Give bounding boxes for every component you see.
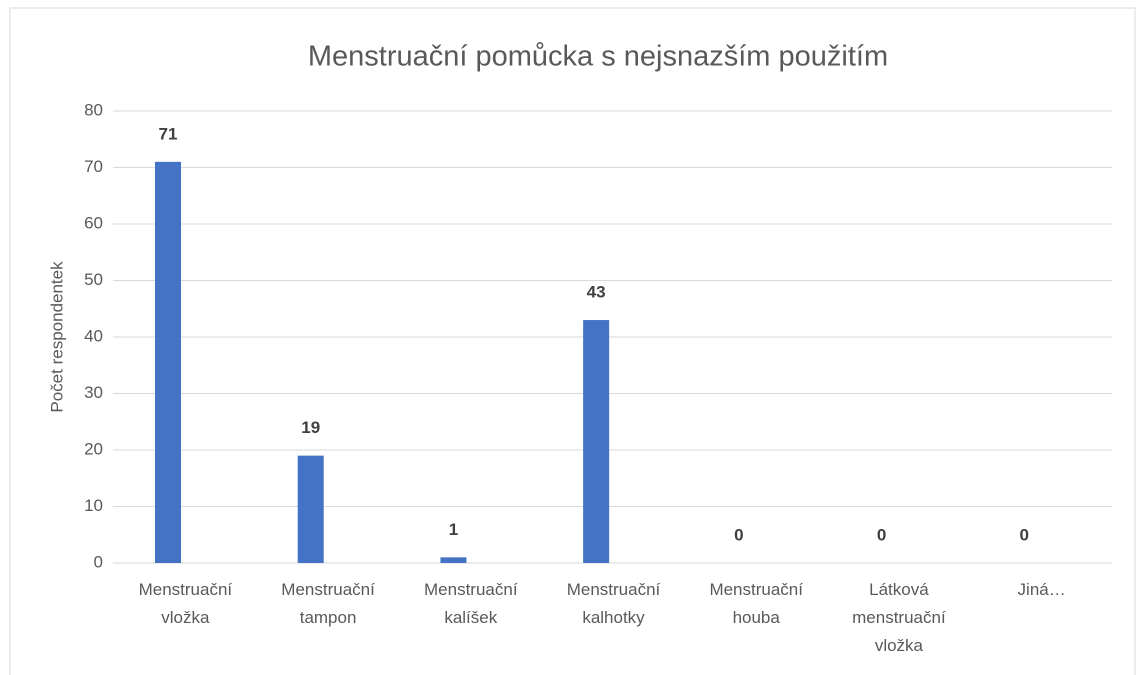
data-label: 0 xyxy=(877,525,886,544)
x-tick-label: Jiná… xyxy=(1018,580,1066,599)
x-tick-label: Menstruační kalíšek xyxy=(424,580,518,627)
bar xyxy=(583,320,610,563)
x-tick-label: Látková menstruační vložka xyxy=(852,580,946,655)
x-tick-label: Menstruační kalhotky xyxy=(567,580,661,627)
bar xyxy=(440,557,467,563)
y-tick-label: 30 xyxy=(84,383,103,402)
bar xyxy=(155,161,181,563)
data-label: 1 xyxy=(449,520,458,539)
y-tick-label: 50 xyxy=(84,270,103,289)
data-label: 0 xyxy=(734,525,743,544)
y-axis-label: Počet respondentek xyxy=(47,261,66,413)
y-tick-label: 70 xyxy=(84,157,103,176)
data-label: 43 xyxy=(587,283,606,302)
y-tick-label: 40 xyxy=(84,326,103,345)
bar xyxy=(297,455,324,563)
y-tick-label: 20 xyxy=(84,439,103,458)
x-tick-label: Menstruační houba xyxy=(709,580,803,627)
data-label: 19 xyxy=(301,418,320,437)
x-tick-label: Menstruační vložka xyxy=(139,580,233,627)
x-tick-label: Menstruační tampon xyxy=(281,580,375,627)
chart-title: Menstruační pomůcka s nejsnazším použití… xyxy=(308,41,888,73)
chart-frame xyxy=(9,7,1136,675)
y-tick-label: 80 xyxy=(84,100,103,119)
y-tick-label: 60 xyxy=(84,213,103,232)
y-tick-label: 0 xyxy=(94,552,103,571)
data-label: 71 xyxy=(159,124,178,143)
data-label: 0 xyxy=(1020,525,1029,544)
y-tick-label: 10 xyxy=(84,496,103,515)
